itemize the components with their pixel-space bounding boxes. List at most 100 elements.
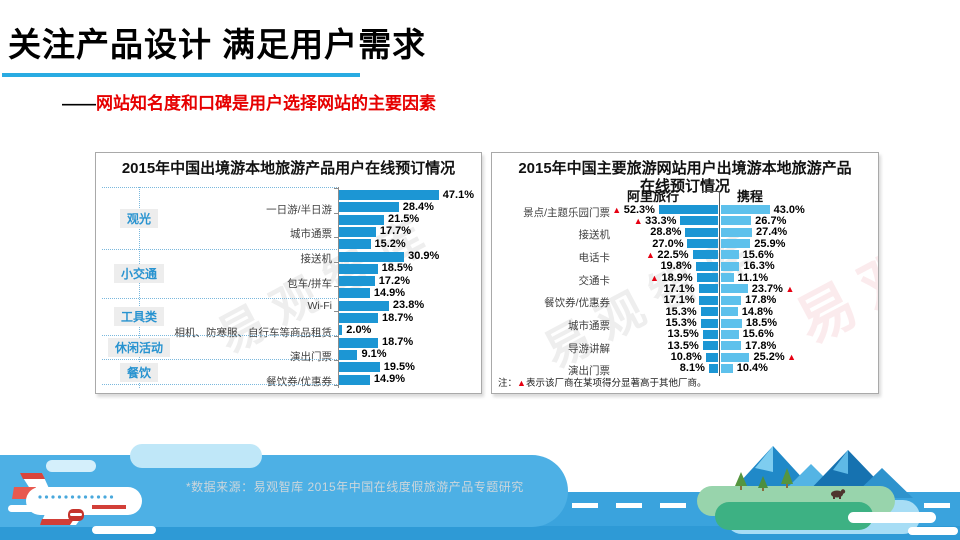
group-divider-line	[102, 187, 339, 188]
group-label: 工具类	[113, 307, 165, 327]
ali-bar	[687, 239, 718, 249]
cloud-shape	[130, 444, 262, 468]
footer-scene	[0, 430, 960, 540]
pine-tree-icon	[735, 468, 793, 491]
small-cloud	[92, 526, 156, 534]
ali-value-label: ▲ 33.3%	[633, 214, 677, 227]
group-label: 小交通	[113, 264, 165, 284]
category-label: 演出门票	[568, 365, 610, 378]
ctrip-bar	[721, 352, 750, 362]
left-chart-bar	[338, 190, 439, 200]
axis-tick	[334, 286, 338, 288]
island-illustration	[697, 446, 920, 534]
value-label: 19.5%	[383, 360, 415, 373]
ali-value-label: 17.1%	[663, 282, 695, 295]
group-label: 观光	[119, 208, 159, 228]
axis-tick	[334, 261, 338, 263]
ali-bar	[705, 352, 718, 362]
category-label: 包车/拼车	[287, 277, 332, 290]
series-header-ctrip: 携程	[736, 189, 763, 204]
ali-value-label: ▲ 18.9%	[650, 271, 693, 284]
category-label: 导游讲解	[568, 342, 610, 355]
ali-value-label: 13.5%	[667, 328, 699, 341]
category-label: 演出门票	[290, 351, 332, 364]
ctrip-bar	[721, 227, 752, 237]
group-divider-line	[102, 383, 339, 385]
ali-bar	[700, 318, 718, 328]
ctrip-bar	[721, 307, 738, 317]
value-label: 47.1%	[442, 188, 474, 201]
ctrip-bar	[721, 250, 739, 260]
significant-flag-icon: ▲	[784, 352, 797, 363]
ali-bar	[700, 307, 718, 317]
group-label: 休闲活动	[107, 337, 171, 357]
value-label: 14.9%	[373, 373, 406, 385]
significant-flag-icon: ▲	[633, 215, 646, 226]
cloud-shape	[46, 460, 96, 472]
category-label: 电话卡	[578, 251, 611, 264]
small-cloud	[8, 505, 34, 512]
ctrip-bar	[721, 284, 748, 294]
left-chart-bar	[338, 202, 399, 213]
category-label: Wi-Fi	[307, 300, 333, 313]
left-chart-bar	[338, 239, 371, 250]
small-cloud	[908, 527, 958, 535]
ctrip-value-label: 43.0%	[773, 203, 805, 216]
left-chart-bar	[338, 263, 378, 274]
ctrip-value-label: 27.4%	[755, 226, 788, 239]
value-label: 15.2%	[374, 237, 406, 250]
value-label: 23.8%	[392, 299, 425, 312]
significant-flag-icon: ▲	[517, 378, 526, 388]
axis-tick	[334, 237, 338, 239]
axis-tick	[334, 335, 338, 337]
axis-line	[338, 187, 339, 388]
left-chart-bar	[338, 374, 370, 385]
ali-bar	[658, 205, 718, 214]
category-label: 一日游/半日游	[266, 203, 332, 216]
left-chart-bar	[338, 349, 358, 360]
category-label: 城市通票	[568, 320, 610, 332]
category-label: 景点/主题乐园门票	[523, 206, 610, 219]
category-label: 餐饮券/优惠券	[266, 376, 332, 388]
note-prefix: 注：	[498, 378, 518, 389]
group-divider-line	[102, 248, 339, 250]
ctrip-value-label: 23.7% ▲	[751, 282, 795, 295]
group-divider-line	[102, 334, 339, 336]
group-label: 餐饮	[119, 362, 159, 382]
page-title: 关注产品设计 满足用户需求	[8, 26, 427, 63]
ctrip-bar	[721, 205, 770, 214]
ctrip-bar	[721, 295, 742, 305]
ctrip-value-label: 25.2% ▲	[753, 351, 797, 364]
value-label: 18.7%	[382, 311, 414, 324]
left-chart-bar	[338, 313, 379, 323]
left-chart-bar	[338, 214, 384, 225]
ctrip-value-label: 10.4%	[736, 362, 768, 375]
ctrip-value-label: 15.6%	[742, 328, 774, 341]
right-chart-plot: ▲ 52.3% 43.0% 景点/主题乐园门票 ▲ 33.3% 26.7% 28.8% 27…	[492, 153, 878, 393]
ali-bar	[696, 273, 718, 283]
ctrip-bar	[721, 261, 740, 271]
significant-flag-icon: ▲	[650, 272, 662, 283]
ctrip-value-label: 11.1%	[737, 271, 769, 284]
ali-value-label: ▲ 52.3%	[612, 203, 655, 216]
ali-bar	[702, 341, 718, 351]
value-label: 9.1%	[361, 348, 387, 361]
axis-tick-top	[702, 191, 719, 192]
ctrip-bar	[721, 216, 752, 226]
ali-bar	[698, 295, 718, 305]
left-chart-bar	[338, 362, 380, 373]
ctrip-value-label: 25.9%	[754, 237, 786, 250]
ali-value-label: 17.1%	[663, 294, 695, 307]
ali-bar	[685, 227, 718, 237]
series-header-ali: 阿里旅行	[626, 189, 679, 204]
value-label: 18.7%	[382, 336, 414, 349]
ctrip-value-label: 26.7%	[755, 214, 787, 227]
value-label: 17.7%	[379, 225, 412, 238]
left-chart-bar	[338, 337, 379, 348]
ctrip-value-label: 14.8%	[741, 305, 773, 318]
axis-tick	[334, 360, 338, 362]
note-text: 表示该厂商在某项得分显著高于其他厂商。	[525, 378, 707, 389]
title-underline	[2, 73, 360, 77]
left-chart-bar	[338, 251, 405, 262]
